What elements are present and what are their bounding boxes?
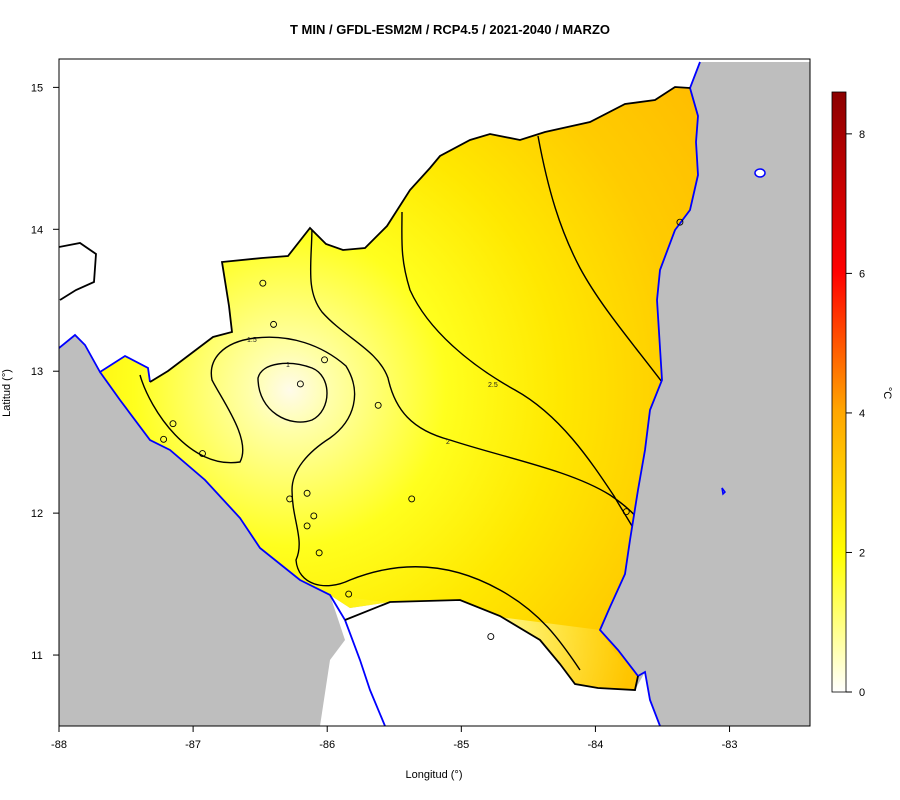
colorbar-tick-label: 0 (859, 687, 865, 699)
contour-label-1-5: 1.5 (247, 337, 257, 344)
station-marker (169, 420, 177, 428)
y-tick-label: 11 (31, 650, 42, 662)
station-marker (160, 435, 168, 443)
y-tick-label: 15 (31, 82, 43, 94)
station-marker (270, 320, 278, 328)
x-tick-label: -88 (51, 739, 67, 751)
contour-2 (309, 224, 646, 531)
station-marker (345, 590, 353, 598)
station-marker (622, 508, 630, 516)
x-tick-label: -83 (722, 739, 738, 751)
station-marker (303, 489, 311, 497)
x-tick-label: -86 (319, 739, 335, 751)
map-title: T MIN / GFDL-ESM2M / RCP4.5 / 2021-2040 … (289, 22, 610, 37)
contour-3 (537, 135, 663, 383)
island-icon (721, 487, 726, 496)
x-axis-title: Longitud (°) (406, 769, 463, 781)
colorbar-unit-label: °C (881, 387, 893, 399)
neighbour-land-south (320, 595, 660, 726)
colorbar-tick-label: 6 (859, 268, 865, 280)
neighbour-land-north (59, 59, 810, 382)
coastline-caribbean (598, 61, 701, 726)
contour-1 (257, 362, 328, 423)
station-markers (160, 218, 684, 641)
y-tick-label: 14 (31, 224, 43, 236)
station-marker (676, 218, 684, 226)
coastline-pacific (99, 371, 386, 726)
border-honduras-west (59, 242, 97, 301)
x-tick-label: -87 (185, 739, 201, 751)
contour-lines (139, 135, 663, 671)
station-marker (199, 450, 206, 457)
station-marker (296, 380, 304, 388)
colorbar-tick-label: 2 (859, 547, 865, 559)
colorbar-ticks: 0 2 4 6 8 (846, 129, 865, 699)
border-honduras (149, 86, 691, 383)
station-marker (286, 495, 294, 503)
station-marker (374, 401, 382, 409)
station-marker (321, 356, 328, 364)
contour-label-2-5: 2.5 (488, 382, 498, 389)
station-marker (408, 495, 416, 503)
contour-label-1: 1 (286, 362, 290, 369)
colorbar (831, 91, 847, 693)
x-tick-label: -84 (587, 739, 603, 751)
contour-2-5 (401, 211, 641, 541)
contour-1-5 (139, 336, 581, 671)
station-marker (487, 633, 495, 641)
station-marker (303, 522, 311, 530)
colorbar-tick-label: 8 (859, 129, 865, 141)
temperature-field (100, 87, 698, 690)
x-axis: -88 -87 -86 -85 -84 -83 (51, 726, 737, 751)
station-marker (315, 549, 323, 557)
y-axis: 11 12 13 14 15 (31, 82, 59, 662)
colorbar-tick-label: 4 (859, 408, 865, 420)
border-costa-rica (344, 599, 639, 691)
y-tick-label: 13 (31, 366, 43, 378)
contour-label-2: 2 (446, 439, 450, 446)
corn-island-icon (754, 168, 766, 178)
x-tick-label: -85 (453, 739, 469, 751)
station-marker (259, 279, 267, 287)
plot-frame (58, 58, 811, 727)
y-tick-label: 12 (31, 508, 43, 520)
station-marker (310, 512, 318, 520)
y-axis-title: Latitud (°) (1, 369, 13, 417)
coastline-gulf (59, 333, 151, 383)
